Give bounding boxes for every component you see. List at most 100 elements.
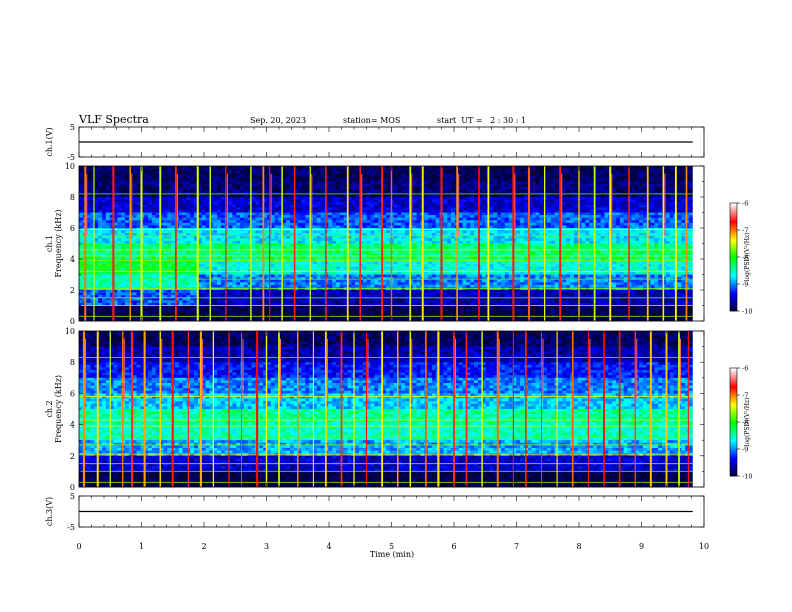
- spectrogram-cell: [305, 199, 310, 203]
- spectrogram-cell: [343, 253, 348, 257]
- spectrogram-cell: [205, 225, 210, 229]
- spectrogram-cell: [220, 178, 226, 182]
- spectrogram-cell: [121, 310, 126, 314]
- spectrogram-cell: [125, 189, 130, 193]
- spectrogram-cell: [374, 295, 379, 299]
- spectrogram-cell: [263, 256, 268, 260]
- spectrogram-cell: [224, 297, 229, 301]
- spectrogram-cell: [148, 194, 153, 198]
- spectrogram-cell: [220, 290, 226, 293]
- spectrogram-cell: [359, 181, 364, 185]
- spectrogram-cell: [205, 176, 210, 180]
- spectrogram-cell: [236, 171, 241, 175]
- spectrogram-cell: [174, 269, 180, 273]
- spectrogram-cell: [343, 197, 348, 200]
- spectrogram-cell: [136, 171, 141, 175]
- spectrogram-cell: [186, 212, 191, 216]
- spectrogram-cell: [167, 308, 172, 311]
- spectrogram-cell: [293, 222, 298, 226]
- spectrogram-cell: [309, 310, 314, 314]
- spectrogram-cell: [382, 305, 387, 309]
- spectrogram-cell: [366, 199, 371, 203]
- spectrogram-cell: [247, 269, 252, 273]
- spectrogram-cell: [228, 207, 233, 211]
- spectrogram-cell: [347, 279, 352, 283]
- spectrogram-cell: [121, 204, 126, 208]
- spectrogram-cell: [167, 191, 172, 195]
- spectrogram-cell: [182, 197, 187, 200]
- spectrogram-cell: [194, 171, 199, 175]
- spectrogram-cell: [182, 171, 187, 175]
- spectrogram-cell: [79, 184, 84, 187]
- spectrogram-cell: [312, 194, 318, 198]
- spectrogram-cell: [359, 215, 364, 218]
- spectrogram-cell: [305, 290, 310, 293]
- spectrogram-cell: [320, 315, 325, 319]
- spectrogram-cell: [309, 189, 314, 193]
- spectrogram-cell: [155, 233, 160, 237]
- spectrogram-cell: [289, 246, 295, 249]
- spectrogram-cell: [332, 315, 337, 319]
- spectrogram-cell: [385, 290, 391, 293]
- spectrogram-cell: [186, 310, 191, 314]
- spectrogram-cell: [125, 274, 130, 278]
- spectrogram-cell: [217, 204, 222, 208]
- spectrogram-cell: [171, 269, 176, 273]
- spectrogram-cell: [171, 305, 176, 309]
- spectrogram-cell: [309, 207, 314, 211]
- spectrogram-cell: [209, 308, 214, 311]
- spectrogram-cell: [213, 246, 218, 249]
- spectrogram-cell: [90, 302, 95, 306]
- spectrogram-cell: [151, 243, 157, 247]
- spectrogram-cell: [336, 308, 341, 311]
- spectrogram-cell: [362, 194, 367, 198]
- spectrogram-cell: [98, 305, 103, 309]
- spectrogram-cell: [385, 253, 391, 257]
- spectrogram-cell: [163, 207, 168, 211]
- spectrogram-cell: [328, 215, 333, 218]
- spectrogram-cell: [121, 274, 126, 278]
- spectrogram-cell: [194, 318, 199, 322]
- spectrogram-cell: [293, 264, 298, 268]
- spectrogram-cell: [320, 217, 325, 221]
- spectrogram-cell: [385, 279, 391, 283]
- spectrogram-cell: [378, 243, 383, 247]
- spectrogram-cell: [305, 204, 310, 208]
- spectrogram-cell: [282, 269, 287, 273]
- spectrogram-cell: [228, 238, 233, 242]
- spectrogram-cell: [240, 220, 245, 224]
- spectrogram-cell: [171, 284, 176, 288]
- spectrogram-cell: [282, 240, 287, 244]
- spectrogram-cell: [209, 302, 214, 306]
- spectrogram-cell: [132, 251, 137, 255]
- spectrogram-cell: [182, 168, 187, 172]
- spectrogram-cell: [382, 230, 387, 234]
- spectrogram-cell: [167, 212, 172, 216]
- spectrogram-cell: [351, 282, 356, 286]
- spectrogram-cell: [274, 266, 279, 270]
- spectrogram-cell: [359, 238, 364, 242]
- spectrogram-cell: [355, 292, 360, 296]
- spectrogram-cell: [347, 318, 352, 322]
- spectrogram-cell: [385, 233, 391, 237]
- spectrogram-cell: [117, 194, 122, 198]
- spectrogram-cell: [201, 215, 206, 218]
- spectrogram-cell: [370, 181, 375, 185]
- spectrogram-cell: [247, 220, 252, 224]
- spectrogram-cell: [167, 168, 172, 172]
- spectrogram-cell: [167, 315, 172, 319]
- spectrogram-cell: [205, 256, 210, 260]
- spectrogram-cell: [98, 238, 103, 242]
- spectrogram-cell: [370, 202, 375, 206]
- spectrogram-cell: [382, 290, 387, 293]
- spectrogram-cell: [182, 266, 187, 270]
- spectrogram-cell: [182, 238, 187, 242]
- spectrogram-cell: [316, 251, 321, 255]
- spectrogram-cell: [209, 295, 214, 299]
- spectrogram-cell: [305, 194, 310, 198]
- spectrogram-cell: [263, 264, 268, 268]
- spectrogram-cell: [121, 261, 126, 265]
- spectrogram-cell: [366, 313, 371, 317]
- spectrogram-cell: [266, 297, 272, 301]
- spectrogram-cell: [251, 191, 256, 195]
